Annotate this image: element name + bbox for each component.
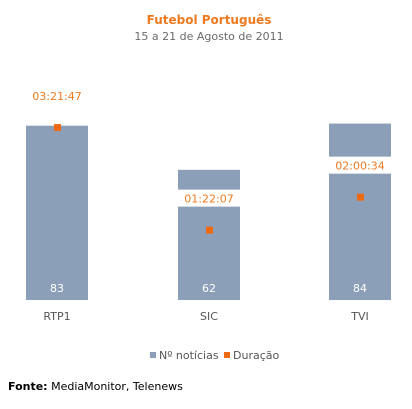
chart-title: Futebol Português	[147, 13, 272, 27]
duration-label-rtp1: 03:21:47	[32, 90, 81, 103]
legend-swatch-duracao	[224, 352, 230, 358]
source-text: MediaMonitor, Telenews	[51, 380, 183, 393]
chart-svg: Futebol Português 15 a 21 de Agosto de 2…	[26, 13, 391, 362]
duration-label-sic: 01:22:07	[184, 193, 233, 206]
legend-label-duracao: Duração	[233, 349, 279, 362]
duration-label-bg-tvi	[329, 156, 391, 174]
legend-label-noticias: Nº notícias	[159, 349, 219, 362]
duration-point-sic	[206, 226, 213, 234]
duration-point-tvi	[357, 193, 364, 201]
source-note: Fonte: MediaMonitor, Telenews	[8, 380, 183, 393]
category-label-rtp1: RTP1	[43, 310, 70, 323]
bar-tvi	[329, 123, 391, 300]
chart-subtitle: 15 a 21 de Agosto de 2011	[134, 30, 283, 43]
bar-label-rtp1: 83	[50, 282, 64, 295]
duration-label-tvi: 02:00:34	[335, 160, 384, 173]
bar-rtp1	[26, 125, 88, 300]
bar-label-sic: 62	[202, 282, 216, 295]
category-label-sic: SIC	[200, 310, 218, 323]
duration-label-bg-sic	[178, 189, 240, 207]
source-label: Fonte:	[8, 380, 48, 393]
legend: Nº notícias Duração	[150, 349, 279, 362]
duration-point-rtp1	[54, 124, 61, 132]
duration-label-bg-rtp1	[26, 87, 88, 105]
bar-label-tvi: 84	[353, 282, 367, 295]
category-label-tvi: TVI	[350, 310, 369, 323]
bar-sic	[178, 169, 240, 300]
legend-swatch-noticias	[150, 352, 156, 358]
